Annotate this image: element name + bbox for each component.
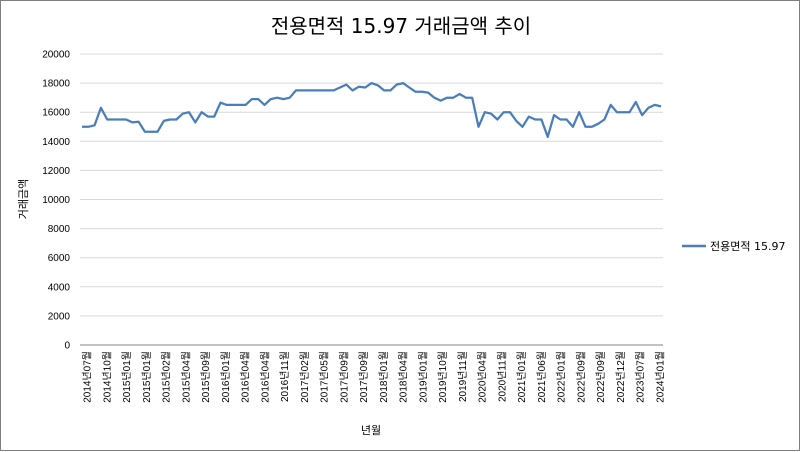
x-tick-label: 2016년04월 [240, 351, 252, 403]
series-layer [82, 81, 662, 139]
y-tick-label: 6000 [48, 253, 71, 264]
legend-label: 전용면적 15.97 [710, 240, 785, 253]
y-tick-label: 20000 [42, 50, 70, 61]
x-tick-label: 2022년01월 [556, 351, 568, 403]
y-tick-label: 12000 [42, 166, 70, 177]
legend: 전용면적 15.97 [682, 240, 785, 253]
x-tick-label: 2021년01월 [516, 351, 528, 403]
x-tick-label: 2017년05월 [319, 351, 331, 403]
x-axis-label: 년월 [361, 424, 381, 437]
x-tick-label: 2016년11월 [279, 351, 291, 402]
x-tick-label: 2022년09월 [575, 351, 587, 403]
y-tick-label: 16000 [42, 108, 70, 119]
y-axis-label: 거래금액 [17, 179, 30, 219]
x-tick-label: 2015년01월 [121, 351, 133, 403]
x-tick-label: 2019년11월 [457, 351, 469, 402]
x-tick-label: 2020년11월 [496, 351, 508, 402]
x-tick-label: 2017년09월 [358, 351, 370, 403]
x-tick-label: 2015년04월 [180, 351, 192, 403]
x-tick-label: 2018년04월 [398, 351, 410, 403]
x-tick-label: 2022년09월 [595, 351, 607, 403]
y-tick-label: 8000 [48, 224, 71, 235]
y-tick-label: 14000 [42, 137, 70, 148]
x-tick-label: 2022년12월 [615, 351, 627, 403]
x-tick-label: 2017년09월 [338, 351, 350, 403]
chart-title: 전용면적 15.97 거래금액 추이 [271, 14, 531, 38]
x-tick-label: 2018년01월 [378, 351, 390, 403]
x-tick-label: 2016년04월 [259, 351, 271, 403]
y-tick-label: 18000 [42, 79, 70, 90]
y-tick-label: 0 [64, 341, 70, 352]
x-tick-label: 2014년07월 [82, 351, 94, 403]
x-tick-label: 2020년04월 [477, 351, 489, 403]
x-tick-label: 2021년06월 [536, 351, 548, 403]
x-tick-label: 2017년02월 [299, 351, 311, 403]
x-tick-label: 2015년02월 [161, 351, 173, 403]
y-tick-label: 2000 [48, 311, 71, 322]
x-tick-label: 2016년01월 [220, 351, 232, 403]
x-tick-label: 2014년10월 [101, 351, 113, 403]
series-line-0 [82, 81, 662, 139]
x-tick-label: 2019년10월 [437, 351, 449, 403]
x-tick-label: 2019년01월 [417, 351, 429, 403]
x-axis-ticks: 2014년07월 2014년10월 2015년01월 2015년01월 2015년02월… [82, 351, 667, 403]
y-axis-ticks: 0 2000 4000 6000 8000 10000 12000 14000 16000 180… [42, 50, 70, 352]
x-tick-label: 2024년01월 [655, 351, 667, 403]
x-tick-label: 2015년09월 [200, 351, 212, 403]
gridlines [80, 53, 663, 317]
x-tick-label: 2023년07월 [635, 351, 647, 403]
y-tick-label: 10000 [42, 195, 70, 206]
y-tick-label: 4000 [48, 282, 71, 293]
x-tick-label: 2015년01월 [141, 351, 153, 403]
